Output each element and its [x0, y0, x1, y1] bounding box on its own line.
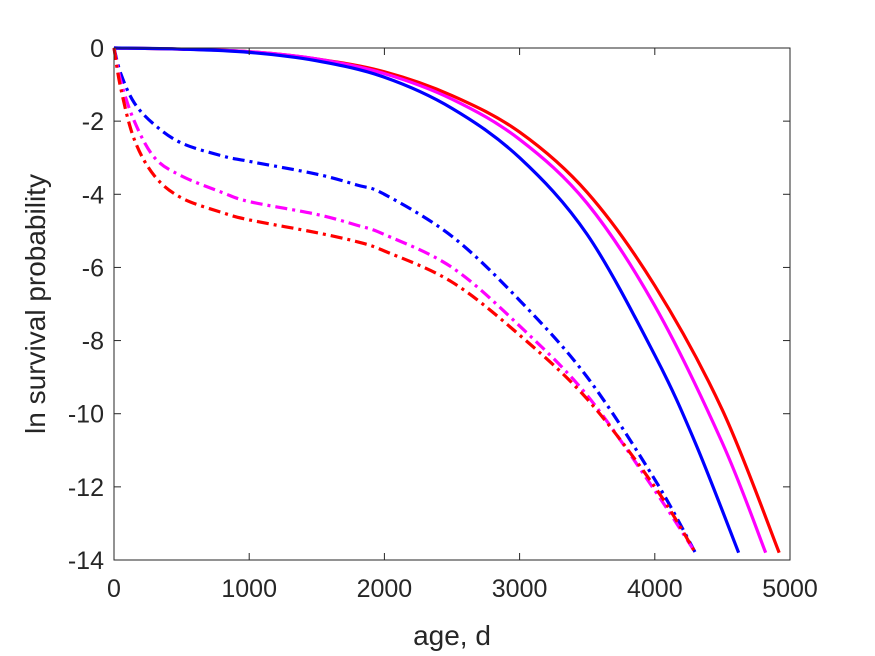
y-tick-label: 0 [90, 35, 104, 63]
x-axis-ticks: 0 1000 2000 3000 4000 5000 [107, 48, 818, 603]
series-line-5-dashdot [112, 47, 697, 554]
y-tick-label: -8 [82, 328, 104, 356]
x-tick-label: 0 [107, 575, 121, 603]
y-tick-label: -4 [82, 181, 104, 209]
y-tick-label: -10 [68, 401, 104, 429]
series-line-6-dashdot [112, 47, 697, 554]
series-layer [112, 46, 781, 554]
y-axis-ticks: 0 -2 -4 -6 -8 -10 -12 -14 [68, 35, 790, 575]
y-tick-label: -12 [68, 474, 104, 502]
x-tick-label: 1000 [221, 575, 277, 603]
x-axis-label: age, d [413, 620, 491, 651]
y-tick-label: -14 [68, 547, 104, 575]
plot-background [114, 48, 790, 560]
y-tick-label: -6 [82, 254, 104, 282]
x-tick-label: 3000 [492, 575, 548, 603]
x-tick-label: 2000 [357, 575, 413, 603]
y-tick-label: -2 [82, 108, 104, 136]
series-line-3-solid [113, 46, 741, 554]
plot-frame [113, 47, 791, 561]
series-line-4-dashdot [112, 47, 697, 554]
x-tick-label: 4000 [627, 575, 683, 603]
y-axis-label: ln survival probability [20, 174, 51, 434]
x-tick-label: 5000 [762, 575, 818, 603]
